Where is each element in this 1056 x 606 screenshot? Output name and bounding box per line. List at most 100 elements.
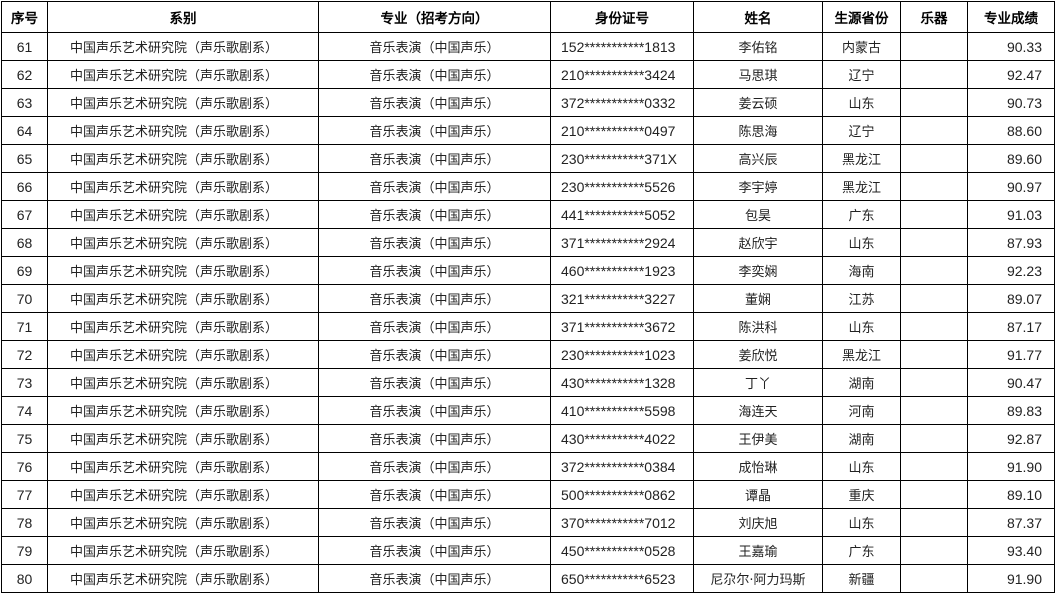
cell-dept: 中国声乐艺术研究院（声乐歌剧系） xyxy=(47,480,319,509)
cell-name: 谭晶 xyxy=(693,480,823,509)
cell-major: 音乐表演（中国声乐） xyxy=(318,536,551,565)
table-row: 65 中国声乐艺术研究院（声乐歌剧系） 音乐表演（中国声乐） 230*********… xyxy=(1,144,1055,173)
cell-instrument xyxy=(900,228,968,257)
cell-instrument xyxy=(900,256,968,285)
cell-instrument xyxy=(900,312,968,341)
cell-id: 450***********0528 xyxy=(550,536,694,565)
cell-major: 音乐表演（中国声乐） xyxy=(318,564,551,593)
cell-id: 230***********1023 xyxy=(550,340,694,369)
table-row: 61 中国声乐艺术研究院（声乐歌剧系） 音乐表演（中国声乐） 152*********… xyxy=(1,32,1055,61)
cell-major: 音乐表演（中国声乐） xyxy=(318,256,551,285)
cell-name: 姜云硕 xyxy=(693,88,823,117)
header-province: 生源省份 xyxy=(822,1,901,33)
cell-province: 广东 xyxy=(822,536,901,565)
cell-id: 371***********2924 xyxy=(550,228,694,257)
cell-no: 80 xyxy=(1,564,48,593)
cell-major: 音乐表演（中国声乐） xyxy=(318,368,551,397)
cell-instrument xyxy=(900,396,968,425)
cell-province: 江苏 xyxy=(822,284,901,313)
cell-major: 音乐表演（中国声乐） xyxy=(318,144,551,173)
cell-instrument xyxy=(900,508,968,537)
table-row: 80 中国声乐艺术研究院（声乐歌剧系） 音乐表演（中国声乐） 650*********… xyxy=(1,564,1055,593)
cell-instrument xyxy=(900,144,968,173)
cell-no: 76 xyxy=(1,452,48,481)
cell-id: 372***********0332 xyxy=(550,88,694,117)
cell-score: 91.03 xyxy=(967,200,1055,229)
cell-name: 李佑铭 xyxy=(693,32,823,61)
cell-major: 音乐表演（中国声乐） xyxy=(318,88,551,117)
cell-no: 77 xyxy=(1,480,48,509)
header-name: 姓名 xyxy=(693,1,823,33)
table-row: 64 中国声乐艺术研究院（声乐歌剧系） 音乐表演（中国声乐） 210*********… xyxy=(1,116,1055,145)
cell-score: 91.77 xyxy=(967,340,1055,369)
cell-id: 370***********7012 xyxy=(550,508,694,537)
cell-instrument xyxy=(900,284,968,313)
cell-id: 152***********1813 xyxy=(550,32,694,61)
cell-no: 78 xyxy=(1,508,48,537)
cell-instrument xyxy=(900,452,968,481)
table-row: 63 中国声乐艺术研究院（声乐歌剧系） 音乐表演（中国声乐） 372*********… xyxy=(1,88,1055,117)
cell-no: 62 xyxy=(1,60,48,89)
cell-name: 赵欣宇 xyxy=(693,228,823,257)
cell-name: 王嘉瑜 xyxy=(693,536,823,565)
cell-score: 89.07 xyxy=(967,284,1055,313)
cell-instrument xyxy=(900,32,968,61)
cell-score: 88.60 xyxy=(967,116,1055,145)
table-row: 72 中国声乐艺术研究院（声乐歌剧系） 音乐表演（中国声乐） 230*********… xyxy=(1,340,1055,369)
cell-instrument xyxy=(900,172,968,201)
cell-name: 陈洪科 xyxy=(693,312,823,341)
cell-no: 70 xyxy=(1,284,48,313)
cell-province: 黑龙江 xyxy=(822,172,901,201)
cell-id: 410***********5598 xyxy=(550,396,694,425)
cell-province: 山东 xyxy=(822,452,901,481)
header-instrument: 乐器 xyxy=(900,1,968,33)
cell-name: 李宇婷 xyxy=(693,172,823,201)
cell-name: 陈思海 xyxy=(693,116,823,145)
cell-dept: 中国声乐艺术研究院（声乐歌剧系） xyxy=(47,508,319,537)
cell-score: 89.83 xyxy=(967,396,1055,425)
cell-dept: 中国声乐艺术研究院（声乐歌剧系） xyxy=(47,536,319,565)
header-score: 专业成绩 xyxy=(967,1,1055,33)
table-row: 73 中国声乐艺术研究院（声乐歌剧系） 音乐表演（中国声乐） 430*********… xyxy=(1,368,1055,397)
cell-id: 210***********0497 xyxy=(550,116,694,145)
cell-dept: 中国声乐艺术研究院（声乐歌剧系） xyxy=(47,340,319,369)
cell-id: 371***********3672 xyxy=(550,312,694,341)
cell-name: 刘庆旭 xyxy=(693,508,823,537)
cell-dept: 中国声乐艺术研究院（声乐歌剧系） xyxy=(47,200,319,229)
cell-instrument xyxy=(900,424,968,453)
cell-major: 音乐表演（中国声乐） xyxy=(318,60,551,89)
cell-dept: 中国声乐艺术研究院（声乐歌剧系） xyxy=(47,228,319,257)
table-row: 75 中国声乐艺术研究院（声乐歌剧系） 音乐表演（中国声乐） 430*********… xyxy=(1,424,1055,453)
header-row: 序号 系别 专业（招考方向） 身份证号 姓名 生源省份 乐器 专业成绩 xyxy=(1,1,1055,33)
cell-dept: 中国声乐艺术研究院（声乐歌剧系） xyxy=(47,452,319,481)
cell-id: 230***********5526 xyxy=(550,172,694,201)
cell-province: 山东 xyxy=(822,88,901,117)
cell-id: 650***********6523 xyxy=(550,564,694,593)
cell-score: 87.17 xyxy=(967,312,1055,341)
cell-province: 辽宁 xyxy=(822,116,901,145)
cell-name: 高兴辰 xyxy=(693,144,823,173)
cell-major: 音乐表演（中国声乐） xyxy=(318,452,551,481)
cell-no: 71 xyxy=(1,312,48,341)
cell-name: 董娴 xyxy=(693,284,823,313)
cell-score: 91.90 xyxy=(967,564,1055,593)
cell-no: 68 xyxy=(1,228,48,257)
cell-dept: 中国声乐艺术研究院（声乐歌剧系） xyxy=(47,396,319,425)
cell-province: 山东 xyxy=(822,228,901,257)
cell-no: 69 xyxy=(1,256,48,285)
cell-instrument xyxy=(900,368,968,397)
cell-dept: 中国声乐艺术研究院（声乐歌剧系） xyxy=(47,312,319,341)
cell-major: 音乐表演（中国声乐） xyxy=(318,480,551,509)
table-row: 78 中国声乐艺术研究院（声乐歌剧系） 音乐表演（中国声乐） 370*********… xyxy=(1,508,1055,537)
cell-no: 67 xyxy=(1,200,48,229)
cell-dept: 中国声乐艺术研究院（声乐歌剧系） xyxy=(47,88,319,117)
cell-major: 音乐表演（中国声乐） xyxy=(318,396,551,425)
cell-name: 姜欣悦 xyxy=(693,340,823,369)
cell-major: 音乐表演（中国声乐） xyxy=(318,172,551,201)
table-row: 69 中国声乐艺术研究院（声乐歌剧系） 音乐表演（中国声乐） 460*********… xyxy=(1,256,1055,285)
cell-score: 92.23 xyxy=(967,256,1055,285)
cell-dept: 中国声乐艺术研究院（声乐歌剧系） xyxy=(47,60,319,89)
cell-instrument xyxy=(900,564,968,593)
cell-province: 山东 xyxy=(822,508,901,537)
table-row: 71 中国声乐艺术研究院（声乐歌剧系） 音乐表演（中国声乐） 371*********… xyxy=(1,312,1055,341)
